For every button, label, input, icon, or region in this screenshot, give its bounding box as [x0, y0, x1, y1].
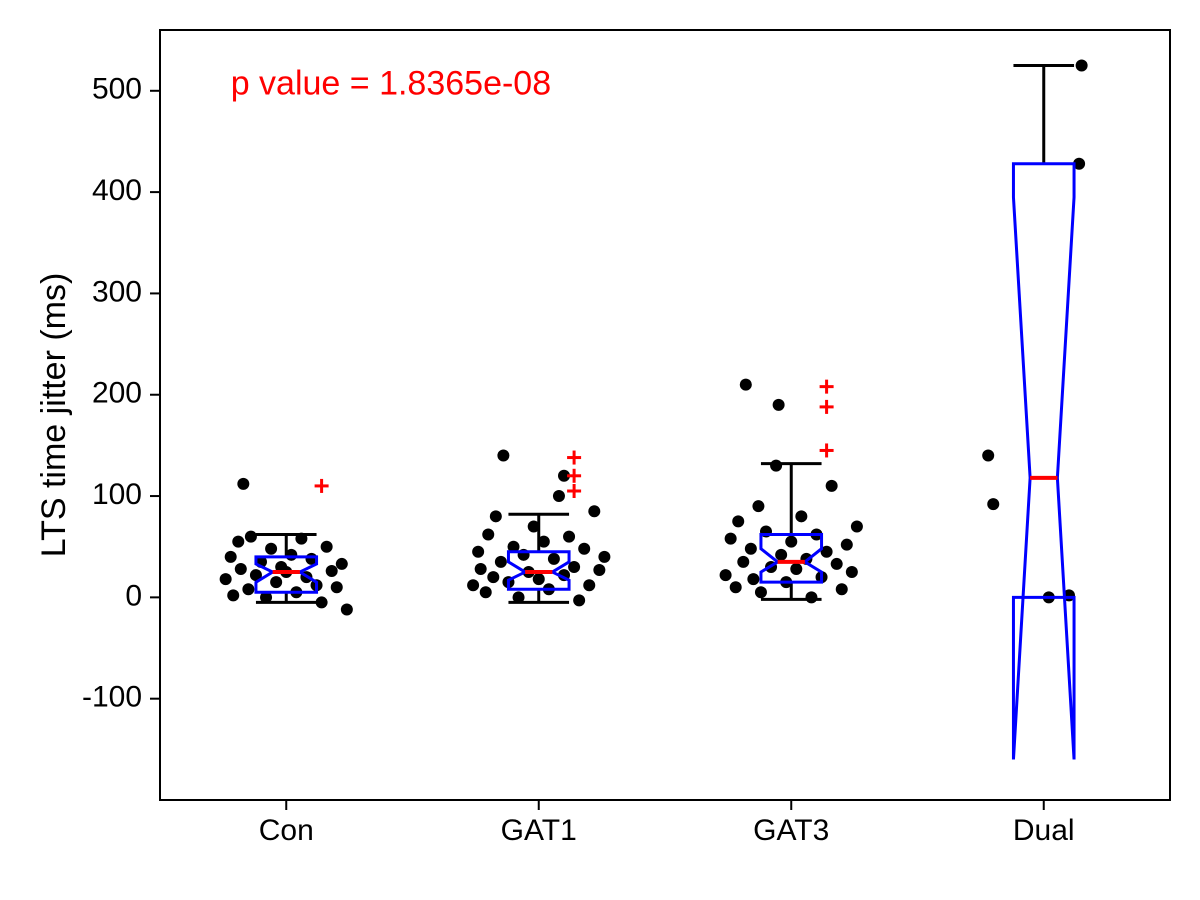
scatter-point: [265, 543, 277, 555]
y-tick-label: 0: [125, 579, 142, 612]
scatter-point: [227, 589, 239, 601]
scatter-point: [831, 558, 843, 570]
scatter-point: [472, 546, 484, 558]
scatter-point: [235, 563, 247, 575]
scatter-point: [583, 579, 595, 591]
scatter-point: [225, 551, 237, 563]
scatter-point: [598, 551, 610, 563]
scatter-point: [467, 579, 479, 591]
scatter-point: [336, 558, 348, 570]
scatter-point: [220, 573, 232, 585]
scatter-point: [495, 556, 507, 568]
scatter-point: [588, 505, 600, 517]
scatter-point: [826, 480, 838, 492]
scatter-point: [475, 563, 487, 575]
x-tick-label: GAT1: [501, 814, 577, 847]
scatter-point: [563, 531, 575, 543]
series-Dual: [982, 59, 1087, 759]
scatter-point: [730, 581, 742, 593]
scatter-point: [237, 478, 249, 490]
y-tick-label: 100: [92, 478, 142, 511]
series-Con: [220, 478, 353, 616]
scatter-point: [846, 566, 858, 578]
scatter-point: [836, 583, 848, 595]
scatter-point: [593, 564, 605, 576]
scatter-point: [316, 596, 328, 608]
series-GAT1: [467, 450, 610, 607]
scatter-point: [740, 379, 752, 391]
scatter-point: [775, 549, 787, 561]
scatter-point: [553, 490, 565, 502]
scatter-point: [480, 586, 492, 598]
scatter-point: [770, 460, 782, 472]
scatter-point: [341, 604, 353, 616]
scatter-point: [732, 515, 744, 527]
x-tick-label: GAT3: [753, 814, 829, 847]
scatter-point: [1076, 59, 1088, 71]
scatter-point: [841, 539, 853, 551]
scatter-point: [482, 529, 494, 541]
p-value-annotation: p value = 1.8365e-08: [231, 65, 551, 103]
scatter-point: [578, 543, 590, 555]
x-tick-label: Dual: [1013, 814, 1075, 847]
scatter-point: [737, 556, 749, 568]
scatter-point: [982, 450, 994, 462]
box: [1013, 164, 1074, 760]
scatter-point: [773, 399, 785, 411]
scatter-point: [326, 565, 338, 577]
scatter-point: [487, 571, 499, 583]
scatter-point: [745, 543, 757, 555]
y-tick-label: 400: [92, 174, 142, 207]
scatter-point: [747, 573, 759, 585]
scatter-point: [790, 563, 802, 575]
scatter-point: [490, 510, 502, 522]
boxplot-chart: -100 0 100 200 300 400 500 LTS time jitter (ms)…: [0, 0, 1200, 900]
scatter-point: [755, 586, 767, 598]
scatter-point: [270, 576, 282, 588]
x-tick-label: Con: [259, 814, 314, 847]
scatter-point: [321, 541, 333, 553]
scatter-point: [245, 531, 257, 543]
scatter-point: [785, 536, 797, 548]
scatter-point: [242, 583, 254, 595]
scatter-point: [232, 536, 244, 548]
y-tick-label: 500: [92, 73, 142, 106]
scatter-point: [805, 591, 817, 603]
scatter-point: [548, 553, 560, 565]
scatter-point: [533, 573, 545, 585]
scatter-point: [497, 450, 509, 462]
scatter-point: [795, 510, 807, 522]
scatter-point: [720, 569, 732, 581]
scatter-point: [331, 581, 343, 593]
scatter-point: [573, 594, 585, 606]
scatter-point: [851, 520, 863, 532]
series-GAT3: [720, 379, 863, 604]
scatter-point: [725, 533, 737, 545]
chart-container: -100 0 100 200 300 400 500 LTS time jitter (ms)…: [0, 0, 1200, 900]
y-tick-label: 200: [92, 377, 142, 410]
y-tick-label: 300: [92, 275, 142, 308]
scatter-point: [987, 498, 999, 510]
scatter-point: [752, 500, 764, 512]
y-tick-label: -100: [82, 681, 142, 714]
y-axis-label: LTS time jitter (ms): [35, 273, 73, 558]
